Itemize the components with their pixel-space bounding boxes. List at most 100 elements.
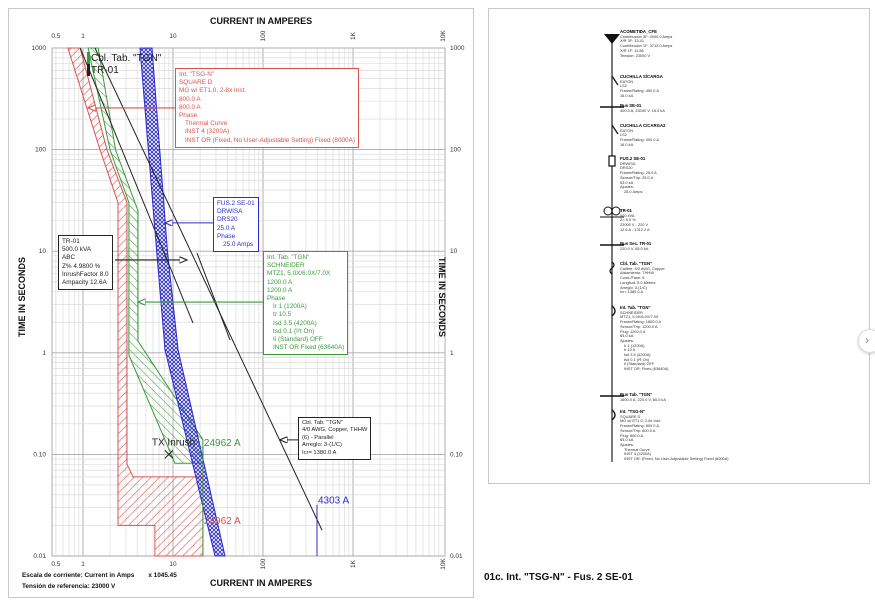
utility-source-icon <box>604 34 620 44</box>
annotation-setting: tr 10.5 <box>273 311 292 319</box>
element-detail: 220.0 V, 65.0 kA <box>620 245 649 251</box>
element-detail: Contribución 1F: 3712.0 Amps <box>620 43 673 49</box>
element-detail: Cond./Fase: 6 <box>620 275 645 281</box>
element-detail: Longitud: 5.0 Meters <box>620 279 656 285</box>
annotation-line: ABC <box>62 254 76 262</box>
element-title: Bus Tab. "TGN" <box>620 392 653 397</box>
element-detail: SQUARE D <box>620 413 641 419</box>
annotation-line: DRWISA <box>217 208 243 216</box>
one-line-element-int-tsgn: Int. "TSG-N" SQUARE D MG w/ ET1.0, 2-8x In… <box>620 409 729 462</box>
element-detail: tsd 0.1 (I²t On) <box>624 356 650 362</box>
annotation-setting: Ir 1 (1200A) <box>273 303 307 311</box>
x-axis-title-bottom: CURRENT IN AMPERES <box>210 578 313 588</box>
annotation-line: MG w/ ET1.0, 2-8x Inst. <box>179 87 247 95</box>
element-detail: Sensor/Trip: 800.0 A <box>620 427 656 433</box>
top-left-curve-label: TR-01 <box>91 65 119 76</box>
annotation-int-tab-tgn: Int. Tab. "TGN" SCHNEIDER MTZ1, 5.0X/6.0X/… <box>263 251 349 356</box>
x-tick-label: 100 <box>260 558 267 569</box>
annotation-line: Phase <box>179 112 198 120</box>
one-line-element-int-tgn: Int. Tab. "TGN" SCHNEIDER MTZ1, 5.0X/6.0X/… <box>620 305 668 372</box>
element-detail: 16.0 kA <box>620 141 634 147</box>
element-detail: Ajustes: <box>620 337 634 343</box>
element-detail: Frame/Rating: 1600.0 A <box>620 319 662 325</box>
switch-icon <box>611 75 619 86</box>
element-detail: Plug: 1200.0 A <box>620 328 646 334</box>
y-tick-label-right: 10 <box>450 248 458 255</box>
element-detail: INST OR: (Fixed, No User-Adjustable Sett… <box>624 456 729 462</box>
one-line-element-acometida: ACOMETIDA_CFE Contribución 3F: 4000.0 Amp… <box>620 29 673 58</box>
element-detail: 1600.0 A, 220.0 V, 65.0 kA <box>620 396 666 402</box>
annotation-line: 25.0 A <box>217 224 236 232</box>
element-title: TR-01 <box>620 208 632 213</box>
element-title: Int. "TSG-N" <box>620 409 646 414</box>
fault-current-label: 4303 A <box>318 496 349 507</box>
scale-text: Escala de corriente: Current in Amps <box>22 572 135 579</box>
element-detail: 63.0 kA <box>620 179 634 185</box>
element-detail: Frame/Rating: 25.0 A <box>620 170 657 176</box>
x-tick-label: 1K <box>350 31 357 40</box>
element-title: CUCHILLA S/CARGA <box>620 74 663 79</box>
element-detail: SCHNEIDER <box>620 309 643 315</box>
element-detail: Ajustes: <box>620 184 634 190</box>
annotation-line: FUS.2 SE-01 <box>217 200 255 207</box>
one-line-diagram-panel <box>488 8 870 484</box>
series-tr-01-damage-line <box>196 252 231 341</box>
annotation-line: InrushFactor 8.0 <box>62 270 109 278</box>
element-detail: 65.0 kA <box>620 437 634 443</box>
breaker-icon <box>611 305 616 317</box>
x-tick-label: 10K <box>440 558 447 570</box>
annotation-line: Ampacity 12.6A <box>62 279 107 287</box>
annotation-line: 800.0 A <box>179 95 201 103</box>
y-tick-label-left: 10 <box>39 248 47 255</box>
x-tick-label: 10 <box>169 33 177 40</box>
element-detail: Z= 5.0 % <box>620 217 636 223</box>
y-tick-label-right: 0.10 <box>450 451 463 458</box>
element-detail: Aislamiento: THHW <box>620 270 654 276</box>
one-line-element-cuchilla-scarga: CUCHILLA S/CARGA EATON LS2 Frame/Rating: 40… <box>620 74 663 99</box>
element-detail: Contribución 3F: 4000.0 Amps <box>620 33 673 39</box>
y-tick-label-right: 1000 <box>450 45 465 52</box>
element-detail: X/R 3F: 13.41 <box>620 38 645 44</box>
one-line-element-cuchilla-ccarga2: CUCHILLA C/CARGA2 EATON LS2 Frame/Rating: 4… <box>620 123 665 148</box>
element-detail: Sensor/Trip: 1200.0 A <box>620 323 658 329</box>
cable-icon <box>609 261 615 275</box>
annotation-setting: Ii (Standard) OFF <box>273 336 323 344</box>
element-detail: Ir 1 (1200A) <box>624 342 645 348</box>
element-detail: 25.0 Amps <box>624 188 643 194</box>
annotation-line: SQUARE D <box>179 79 213 87</box>
x-tick-label: 10K <box>440 30 447 42</box>
annotation-line: MTZ1, 5.0X/6.0X/7.0X <box>267 270 331 278</box>
element-title: Bus Sec. TR-01 <box>620 241 652 246</box>
annotation-setting: tsd 0.1 (I²t On) <box>273 327 315 335</box>
annotation-arrows <box>88 108 298 440</box>
one-line-element-tr01: TR-01 500 kVA Z= 5.0 % 23000 V - 220 V 12.6 … <box>620 208 650 233</box>
scale-multiplier: x 1045.45 <box>148 572 177 579</box>
one-line-element-bus-sec-tr01: Bus Sec. TR-01 220.0 V, 65.0 kA <box>620 241 652 251</box>
switch-icon <box>611 124 619 135</box>
element-title: Cbl. Tab. "TGN" <box>620 261 653 266</box>
annotation-line: Cbl. Tab. "TGN" <box>302 420 343 426</box>
tr01-legend-mark <box>87 64 90 76</box>
x-tick-label: 1 <box>81 33 85 40</box>
element-detail: 12.6 A - 1312.2 A <box>620 226 650 232</box>
annotation-line: 1200.0 A <box>267 278 293 286</box>
annotation-line: SCHNEIDER <box>267 262 305 270</box>
element-detail: Frame/Rating: 400.0 A <box>620 137 659 143</box>
annotation-line: (6) - Parallel <box>302 434 334 441</box>
fault-current-label: 24962 A <box>204 516 241 527</box>
annotation-setting: INST OR Fixed (63640A) <box>273 344 345 352</box>
x-tick-label: 1 <box>81 561 85 568</box>
next-image-button[interactable]: › <box>858 329 875 353</box>
x-tick-label: 1K <box>350 559 357 568</box>
element-title: ACOMETIDA_CFE <box>620 29 658 34</box>
y-tick-label-left: 1000 <box>32 45 47 52</box>
annotation-line: Z% 4.9800 % <box>62 262 101 270</box>
top-left-curve-label: Cbl. Tab. "TGN" <box>91 53 162 64</box>
transformer-winding-icon <box>611 206 621 216</box>
x-tick-label: 0.5 <box>51 33 60 40</box>
element-detail: Calibre: 4/0 AWG, Copper <box>620 265 665 271</box>
chart-marks: TX Inrush 24962 A 24962 A 4303 A Cbl. Tab. "… <box>87 52 349 527</box>
tx-inrush-marker-icon <box>164 450 174 459</box>
element-detail: 400.0 A, 23000 V, 16.0 kA <box>620 107 665 113</box>
one-line-symbols <box>600 34 624 462</box>
